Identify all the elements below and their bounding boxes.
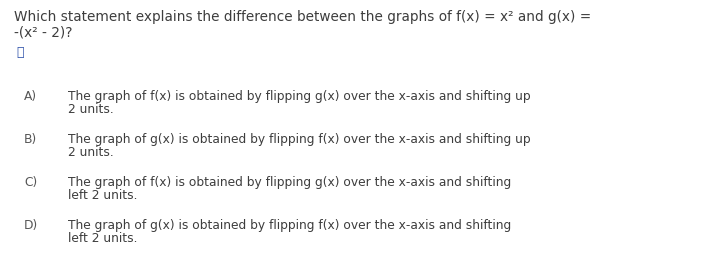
- Text: -(x² - 2)?: -(x² - 2)?: [14, 26, 73, 40]
- Text: The graph of g(x) is obtained by flipping f(x) over the x-axis and shifting up: The graph of g(x) is obtained by flippin…: [68, 133, 531, 146]
- Text: The graph of g(x) is obtained by flipping f(x) over the x-axis and shifting: The graph of g(x) is obtained by flippin…: [68, 219, 511, 232]
- Text: Which statement explains the difference between the graphs of f(x) = x² and g(x): Which statement explains the difference …: [14, 10, 591, 24]
- Text: The graph of f(x) is obtained by flipping g(x) over the x-axis and shifting: The graph of f(x) is obtained by flippin…: [68, 176, 511, 189]
- Text: D): D): [24, 219, 38, 232]
- Text: 2 units.: 2 units.: [68, 146, 114, 159]
- Text: B): B): [24, 133, 37, 146]
- Text: 🔈: 🔈: [16, 46, 24, 59]
- Text: The graph of f(x) is obtained by flipping g(x) over the x-axis and shifting up: The graph of f(x) is obtained by flippin…: [68, 90, 531, 103]
- Text: C): C): [24, 176, 37, 189]
- Text: A): A): [24, 90, 37, 103]
- Text: left 2 units.: left 2 units.: [68, 189, 138, 202]
- Text: left 2 units.: left 2 units.: [68, 232, 138, 245]
- Text: 2 units.: 2 units.: [68, 103, 114, 116]
